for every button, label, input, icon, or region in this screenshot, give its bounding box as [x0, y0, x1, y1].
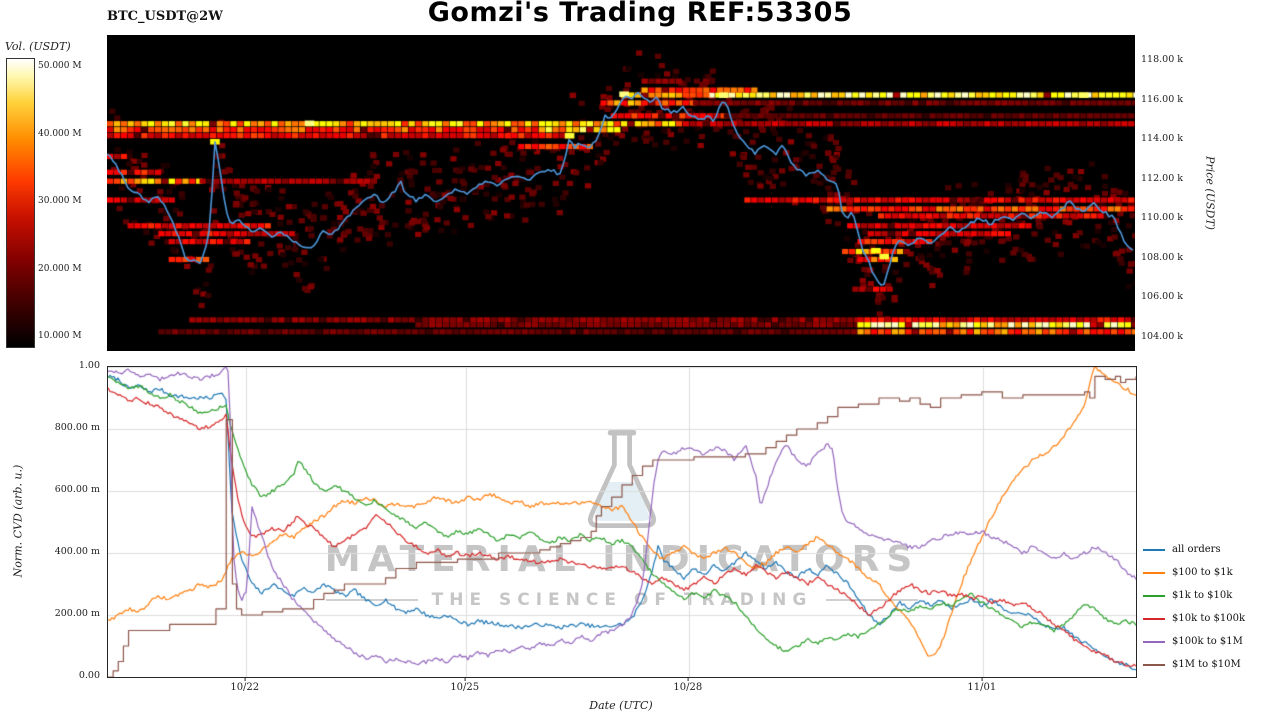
volume-heatmap-canvas	[107, 35, 1135, 351]
date-tick: 10/28	[673, 677, 702, 693]
legend: all orders $100 to $1k $1k to $10k $10k …	[1143, 538, 1245, 676]
legend-item: $1k to $10k	[1143, 584, 1245, 607]
cvd-panel: MATERIAL INDICATORS THE SCIENCE OF TRADI…	[107, 366, 1137, 678]
legend-label: $1M to $10M	[1172, 659, 1241, 670]
price-tick: 116.00 k	[1141, 93, 1184, 105]
cvd-axis-tick-labels: 1.00 800.00 m 600.00 m 400.00 m 200.00 m…	[0, 361, 100, 681]
price-tick: 118.00 k	[1141, 54, 1184, 65]
colorbar-tick-labels: 50.000 M 40.000 M 30.000 M 20.000 M 10.0…	[38, 61, 82, 341]
cvd-tick: 0.00	[78, 670, 100, 681]
legend-item: $10k to $100k	[1143, 607, 1245, 630]
legend-swatch	[1143, 640, 1165, 643]
symbol-label: BTC_USDT@2W	[107, 9, 223, 24]
legend-label: $10k to $100k	[1172, 613, 1246, 624]
date-tick: 11/01	[967, 677, 996, 693]
cvd-axis-title: Norm. CVD (arb. u.)	[11, 464, 25, 578]
legend-swatch	[1143, 548, 1165, 551]
tick-mark	[244, 677, 246, 681]
date-tick-label: 10/28	[673, 682, 703, 693]
volume-colorbar	[6, 58, 35, 348]
colorbar-tick: 20.000 M	[38, 263, 82, 274]
legend-swatch	[1143, 594, 1165, 597]
tick-mark	[464, 677, 466, 681]
page-title: Gomzi's Trading REF:53305	[427, 0, 853, 28]
price-axis-title: Price (USDT)	[1203, 156, 1217, 230]
volume-heatmap-panel	[107, 35, 1135, 351]
legend-item: $1M to $10M	[1143, 653, 1245, 676]
price-axis-tick-labels: 118.00 k 116.00 k 114.00 k 112.00 k 110.…	[1141, 55, 1183, 342]
colorbar-tick: 50.000 M	[38, 61, 82, 71]
price-tick: 112.00 k	[1141, 172, 1184, 184]
date-tick-label: 10/25	[450, 682, 480, 693]
cvd-tick: 1.00	[78, 360, 100, 371]
date-tick: 10/22	[230, 677, 259, 693]
cvd-tick: 200.00 m	[54, 608, 100, 619]
tick-mark	[687, 677, 689, 681]
date-axis-title: Date (UTC)	[589, 699, 653, 712]
legend-label: $1k to $10k	[1172, 590, 1233, 601]
price-tick: 104.00 k	[1141, 330, 1184, 342]
legend-label: $100k to $1M	[1172, 636, 1243, 647]
colorbar-tick: 40.000 M	[38, 128, 82, 139]
legend-label: all orders	[1172, 544, 1221, 555]
colorbar-title: Vol. (USDT)	[5, 40, 71, 53]
legend-item: all orders	[1143, 538, 1245, 561]
price-tick: 106.00 k	[1141, 291, 1184, 303]
price-tick: 108.00 k	[1141, 251, 1184, 263]
legend-swatch	[1143, 571, 1165, 574]
tick-mark	[981, 677, 983, 681]
legend-swatch	[1143, 617, 1165, 620]
date-tick: 10/25	[450, 677, 479, 693]
legend-label: $100 to $1k	[1172, 567, 1233, 578]
cvd-chart-canvas	[108, 367, 1136, 677]
colorbar-tick: 30.000 M	[38, 196, 82, 206]
cvd-tick: 400.00 m	[54, 546, 100, 557]
legend-swatch	[1143, 663, 1165, 666]
cvd-tick: 800.00 m	[54, 422, 100, 433]
date-tick-label: 11/01	[967, 682, 997, 693]
legend-item: $100 to $1k	[1143, 561, 1245, 584]
cvd-tick: 600.00 m	[54, 484, 100, 495]
date-axis: 10/22 10/25 10/28 11/01	[107, 677, 1135, 695]
colorbar-tick: 10.000 M	[38, 331, 82, 341]
price-tick: 114.00 k	[1141, 133, 1184, 145]
price-tick: 110.00 k	[1141, 212, 1184, 224]
date-tick-label: 10/22	[230, 682, 260, 693]
legend-item: $100k to $1M	[1143, 630, 1245, 653]
